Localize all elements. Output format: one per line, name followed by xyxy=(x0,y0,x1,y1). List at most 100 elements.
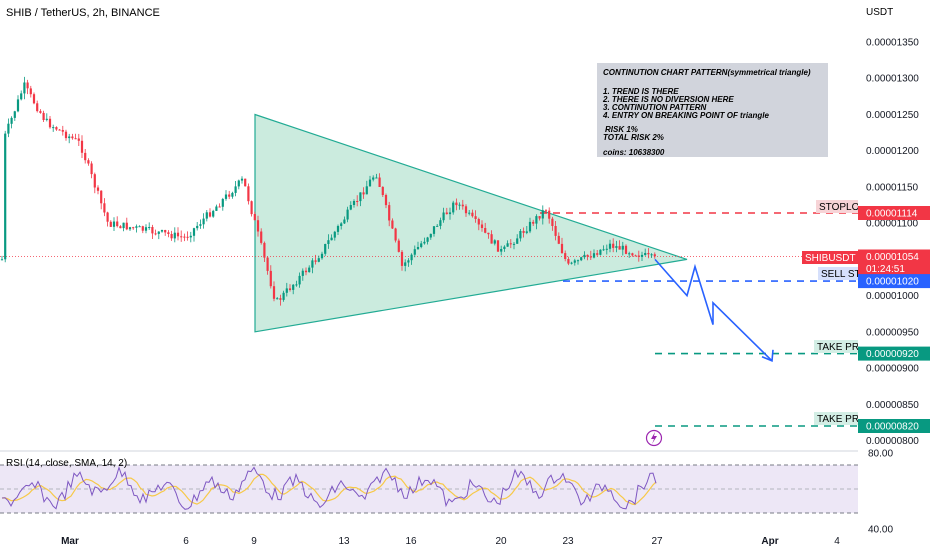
candle-body xyxy=(506,243,509,247)
candle-body xyxy=(205,212,208,219)
candle-body xyxy=(352,201,356,205)
candle-body xyxy=(237,180,240,187)
annotation-coins: coins: 10638300 xyxy=(603,148,665,157)
price-tick-label: 0.00001000 xyxy=(866,291,919,302)
take-profit-1-label[interactable]: TAKE PRO xyxy=(814,340,867,353)
svg-text:SELL ST: SELL ST xyxy=(821,269,861,280)
svg-text:0.00000820: 0.00000820 xyxy=(866,422,919,433)
symmetrical-triangle[interactable] xyxy=(254,113,688,333)
candle-body xyxy=(192,228,196,236)
candle-body xyxy=(490,234,493,244)
time-tick-label: 23 xyxy=(562,536,574,547)
candle-body xyxy=(100,190,103,204)
time-tick-label: 20 xyxy=(495,536,507,547)
candle-body xyxy=(311,260,314,268)
candle-body xyxy=(276,298,279,300)
stoploss-label[interactable]: STOPLO xyxy=(816,200,860,213)
candle-body xyxy=(330,237,333,241)
candle-body xyxy=(20,93,23,100)
candle-body xyxy=(301,270,304,276)
svg-text:01:24:51: 01:24:51 xyxy=(866,264,905,275)
candle-body xyxy=(96,187,100,191)
candle-body xyxy=(144,227,148,231)
candle-body xyxy=(199,224,202,226)
price-tick-label: 0.00001100 xyxy=(866,219,919,230)
candle-body xyxy=(416,247,420,250)
candle-body xyxy=(269,270,272,287)
candle-body xyxy=(618,246,621,250)
candle-body xyxy=(292,284,295,290)
candle-body xyxy=(154,233,157,235)
take-profit-2-label[interactable]: TAKE PRO xyxy=(814,412,867,425)
candle-body xyxy=(87,160,90,164)
currency-label: USDT xyxy=(866,7,893,18)
candle-body xyxy=(448,212,452,215)
annotation-total-risk: TOTAL RISK 2% xyxy=(603,133,664,142)
candle-body xyxy=(160,230,164,232)
candle-body xyxy=(458,204,461,206)
candle-body xyxy=(596,253,599,255)
candlestick-series xyxy=(0,76,656,306)
candle-body xyxy=(128,227,132,230)
candle-body xyxy=(484,228,487,233)
candle-body xyxy=(519,231,522,239)
candle-body xyxy=(141,226,144,231)
projection-path[interactable] xyxy=(654,258,773,362)
candle-body xyxy=(615,246,618,248)
candle-body xyxy=(372,177,375,180)
candle-body xyxy=(512,243,516,245)
candle-body xyxy=(116,221,119,227)
candle-body xyxy=(464,206,468,214)
candle-body xyxy=(452,202,455,213)
candle-body xyxy=(186,236,189,238)
candle-body xyxy=(138,226,141,228)
candle-body xyxy=(644,253,647,255)
candle-body xyxy=(52,127,55,129)
annotation-line-4: 4. ENTRY ON BREAKING POINT OF triangle xyxy=(602,111,770,120)
candle-body xyxy=(48,118,52,128)
annotation-line-3: 3. CONTINUTION PATTERN xyxy=(603,103,706,112)
candle-body xyxy=(234,186,237,193)
candle-body xyxy=(365,186,368,195)
time-axis[interactable]: Mar 6 9 13 16 20 23 27 Apr 4 xyxy=(61,536,840,547)
candle-body xyxy=(77,138,80,141)
candle-body xyxy=(180,236,183,238)
lightning-icon[interactable] xyxy=(645,429,663,447)
candle-body xyxy=(58,129,61,131)
rsi-indicator-label[interactable]: RSI (14, close, SMA, 14, 2) xyxy=(6,458,127,469)
candle-body xyxy=(551,218,554,226)
candle-body xyxy=(224,194,228,199)
candle-body xyxy=(135,226,138,228)
candle-body xyxy=(362,192,365,195)
candle-body xyxy=(10,117,13,124)
candle-body xyxy=(36,103,39,112)
svg-text:0.00000920: 0.00000920 xyxy=(866,349,919,360)
sell-stop-label[interactable]: SELL ST xyxy=(818,267,861,280)
candle-body xyxy=(282,292,285,300)
candle-body xyxy=(391,220,394,229)
candle-body xyxy=(196,225,199,229)
candle-body xyxy=(413,249,416,255)
annotation-line-2: 2. THERE IS NO DIVERSION HERE xyxy=(602,95,734,104)
candle-body xyxy=(650,254,653,256)
candle-body xyxy=(256,220,260,232)
candle-body xyxy=(298,275,301,285)
candle-body xyxy=(516,238,519,244)
candle-body xyxy=(445,212,448,215)
candle-body xyxy=(164,230,167,233)
annotation-note[interactable]: CONTINUTION CHART PATTERN(symmetrical tr… xyxy=(597,63,828,157)
price-axis-ticks: 0.00001350 0.00001300 0.00001250 0.00001200… xyxy=(866,38,919,448)
current-price-badge: 0.00001054 01:24:51 xyxy=(858,249,930,276)
candle-body xyxy=(477,219,480,225)
candle-body xyxy=(471,212,474,217)
candle-body xyxy=(442,212,445,221)
candle-body xyxy=(295,284,298,286)
candle-body xyxy=(320,253,324,259)
candle-body xyxy=(528,221,532,232)
candle-body xyxy=(586,254,589,257)
chart-title[interactable]: SHIB / TetherUS, 2h, BINANCE xyxy=(6,7,160,19)
candle-body xyxy=(538,216,541,219)
svg-text:TAKE PRO: TAKE PRO xyxy=(817,414,867,425)
price-tick-label: 0.00001150 xyxy=(866,182,919,193)
